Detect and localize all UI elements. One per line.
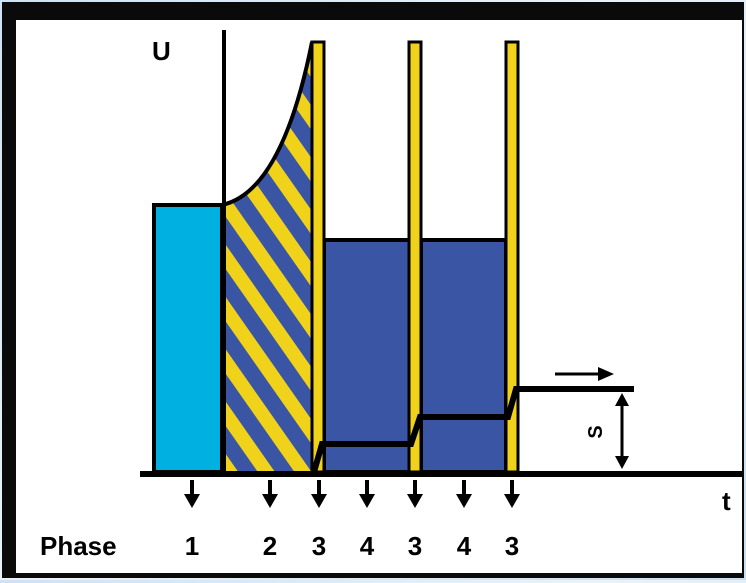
phase-arrow-6: [456, 480, 472, 508]
s-label: S: [585, 425, 607, 438]
phase4-block-2: [419, 238, 508, 474]
phase-number-6: 4: [457, 531, 472, 561]
phase1-block: [152, 203, 224, 474]
phase-number-1: 1: [185, 531, 199, 561]
phase-arrow-3: [311, 480, 327, 508]
phase4-block-1: [322, 238, 413, 474]
y-axis-label: U: [152, 36, 171, 66]
phase-arrow-7: [504, 480, 520, 508]
phase-arrow-5: [407, 480, 423, 508]
phase-number-7: 3: [505, 531, 519, 561]
x-axis-label: t: [722, 486, 731, 516]
phase-number-3: 3: [312, 531, 326, 561]
phase-arrow-4: [359, 480, 375, 508]
pulse-bar-2: [407, 40, 423, 474]
phase-arrow-1: [184, 480, 200, 508]
phase-number-5: 3: [408, 531, 422, 561]
step-line: [311, 386, 634, 473]
direction-arrow: [555, 367, 614, 381]
phase-label: Phase: [40, 531, 117, 561]
s-dimension-arrow: [615, 393, 629, 469]
pulse-bar-1: [310, 40, 326, 474]
phase-arrows: [184, 480, 520, 508]
phase-arrow-2: [262, 480, 278, 508]
phase-number-2: 2: [263, 531, 277, 561]
phase-number-4: 4: [360, 531, 375, 561]
